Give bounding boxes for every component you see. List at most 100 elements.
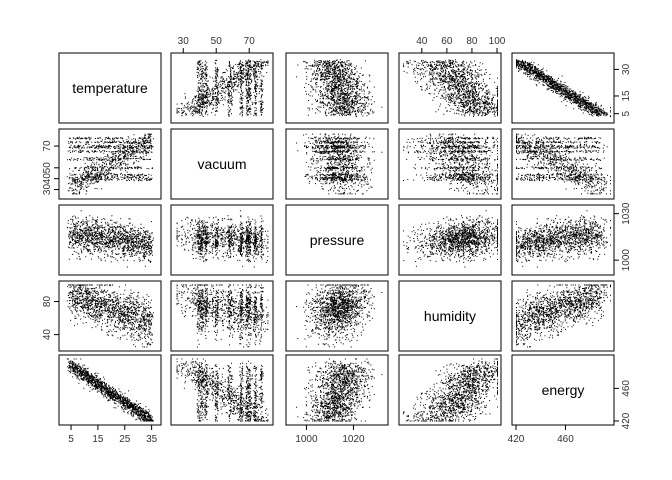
scatter-points [516, 59, 611, 117]
panel-pressure-vacuum [170, 204, 274, 276]
panel-energy-humidity [398, 354, 502, 426]
panel-frame [398, 354, 502, 426]
scatter-points [516, 133, 611, 195]
panel-vacuum-energy [511, 128, 615, 200]
panel-frame [511, 354, 615, 426]
scatter-points [176, 284, 269, 348]
scatter-points [516, 284, 611, 348]
panel-humidity-energy [511, 280, 615, 352]
panel-frame [285, 52, 389, 124]
scatter-points [403, 358, 498, 422]
panel-temperature-vacuum [170, 52, 274, 124]
scatter-points [66, 133, 154, 195]
tick-label: 5 [621, 110, 632, 116]
tick-label: 5 [68, 434, 74, 445]
tick-label: 50 [42, 162, 53, 174]
scatter-points [66, 210, 154, 268]
panel-frame [58, 280, 162, 352]
tick-label: 30 [42, 184, 53, 196]
scatter-points [403, 210, 498, 268]
panel-frame [398, 128, 502, 200]
scatter-points [296, 358, 383, 422]
tick-label: 100 [489, 36, 506, 47]
tick-label: 1020 [342, 434, 365, 445]
panel-frame [285, 280, 389, 352]
panel-frame [285, 128, 389, 200]
panel-pressure-temperature [58, 204, 162, 276]
tick-label: 40 [42, 173, 53, 185]
panel-frame [398, 52, 502, 124]
panel-frame [58, 52, 162, 124]
tick-label: 1000 [295, 434, 318, 445]
panel-energy-energy: energy [511, 354, 615, 426]
scatter-points [296, 284, 383, 348]
panel-frame [58, 128, 162, 200]
panel-temperature-humidity [398, 52, 502, 124]
tick-label: 1030 [621, 202, 632, 225]
panel-frame [58, 354, 162, 426]
scatter-points [403, 59, 498, 117]
scatter-points [176, 59, 269, 117]
tick-label: 40 [416, 36, 428, 47]
tick-label: 460 [621, 380, 632, 397]
panel-frame [398, 204, 502, 276]
panel-frame [511, 204, 615, 276]
tick-label: 15 [621, 90, 632, 102]
scatter-points [66, 284, 154, 348]
tick-label: 80 [42, 296, 53, 308]
panel-frame [511, 280, 615, 352]
panel-vacuum-vacuum: vacuum [170, 128, 274, 200]
scatter-points [66, 358, 154, 422]
panel-humidity-vacuum [170, 280, 274, 352]
panel-frame [170, 204, 274, 276]
tick-label: 70 [42, 140, 53, 152]
panel-humidity-pressure [285, 280, 389, 352]
panel-frame [170, 354, 274, 426]
scatter-points [296, 59, 383, 117]
tick-label: 460 [557, 434, 574, 445]
tick-label: 30 [621, 63, 632, 75]
panel-vacuum-temperature [58, 128, 162, 200]
panel-humidity-humidity: humidity [398, 280, 502, 352]
tick-label: 420 [508, 434, 525, 445]
panel-energy-vacuum [170, 354, 274, 426]
panel-vacuum-pressure [285, 128, 389, 200]
variable-label-temperature: temperature [72, 80, 148, 96]
scatter-points [296, 133, 383, 195]
scatter-points [176, 358, 269, 422]
panel-humidity-temperature [58, 280, 162, 352]
tick-label: 35 [146, 434, 158, 445]
panel-temperature-temperature: temperature [58, 52, 162, 124]
tick-label: 420 [621, 412, 632, 429]
panel-frame [170, 52, 274, 124]
panel-frame [398, 280, 502, 352]
tick-label: 30 [178, 36, 190, 47]
panel-vacuum-humidity [398, 128, 502, 200]
tick-label: 50 [211, 36, 223, 47]
tick-label: 80 [466, 36, 478, 47]
panel-temperature-energy [511, 52, 615, 124]
panel-pressure-energy [511, 204, 615, 276]
tick-label: 25 [119, 434, 131, 445]
panel-frame [285, 204, 389, 276]
panel-frame [170, 280, 274, 352]
panel-frame [58, 204, 162, 276]
variable-label-vacuum: vacuum [197, 156, 246, 172]
variable-label-pressure: pressure [310, 232, 365, 248]
panel-frame [285, 354, 389, 426]
variable-label-energy: energy [542, 382, 585, 398]
panel-temperature-pressure [285, 52, 389, 124]
tick-label: 1000 [621, 249, 632, 272]
panel-frame [511, 52, 615, 124]
panel-frame [511, 128, 615, 200]
variable-label-humidity: humidity [424, 308, 476, 324]
tick-label: 40 [42, 329, 53, 341]
panel-frame [170, 128, 274, 200]
scatter-points [516, 210, 611, 268]
panel-energy-temperature [58, 354, 162, 426]
panel-energy-pressure [285, 354, 389, 426]
tick-label: 60 [441, 36, 453, 47]
panel-pressure-pressure: pressure [285, 204, 389, 276]
scatter-points [176, 210, 269, 268]
